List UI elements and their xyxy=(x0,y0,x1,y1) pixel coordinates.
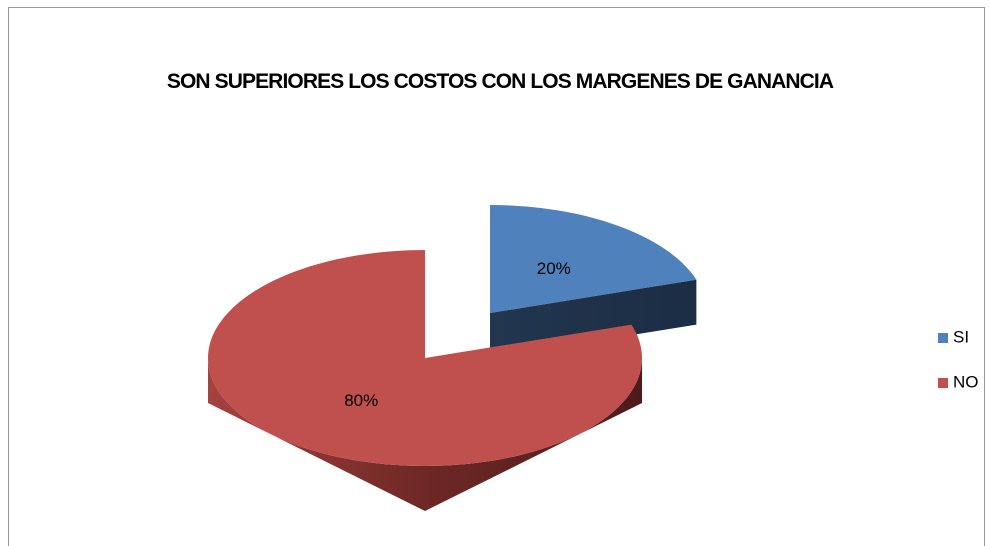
data-label: 80% xyxy=(344,391,378,410)
data-label: 20% xyxy=(537,259,571,278)
legend-swatch xyxy=(938,333,948,343)
legend-label: SI xyxy=(953,327,969,346)
legend-label: NO xyxy=(953,372,979,391)
slice xyxy=(490,205,697,313)
chart-title: SON SUPERIORES LOS COSTOS CON LOS MARGEN… xyxy=(166,70,834,93)
chart-frame xyxy=(8,7,985,546)
slice-side xyxy=(490,279,697,358)
slice xyxy=(208,250,642,466)
legend-swatch xyxy=(938,378,948,388)
slice-side xyxy=(208,358,642,511)
